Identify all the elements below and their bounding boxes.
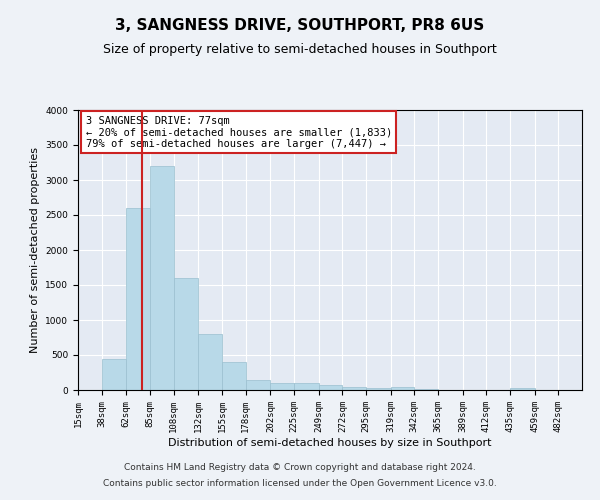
Bar — [343, 386, 366, 390]
Bar — [415, 388, 438, 390]
Bar — [510, 388, 535, 390]
Bar — [222, 362, 245, 390]
Bar — [319, 385, 343, 390]
Text: Size of property relative to semi-detached houses in Southport: Size of property relative to semi-detach… — [103, 42, 497, 56]
Bar — [245, 380, 271, 390]
Bar — [294, 383, 319, 390]
Bar — [366, 388, 391, 390]
Y-axis label: Number of semi-detached properties: Number of semi-detached properties — [30, 147, 40, 353]
Text: 3, SANGNESS DRIVE, SOUTHPORT, PR8 6US: 3, SANGNESS DRIVE, SOUTHPORT, PR8 6US — [115, 18, 485, 32]
Bar — [391, 386, 415, 390]
Bar — [127, 208, 150, 390]
Bar — [271, 383, 294, 390]
Text: 3 SANGNESS DRIVE: 77sqm
← 20% of semi-detached houses are smaller (1,833)
79% of: 3 SANGNESS DRIVE: 77sqm ← 20% of semi-de… — [86, 116, 392, 149]
X-axis label: Distribution of semi-detached houses by size in Southport: Distribution of semi-detached houses by … — [168, 438, 492, 448]
Bar — [199, 334, 222, 390]
Text: Contains HM Land Registry data © Crown copyright and database right 2024.: Contains HM Land Registry data © Crown c… — [124, 464, 476, 472]
Text: Contains public sector information licensed under the Open Government Licence v3: Contains public sector information licen… — [103, 478, 497, 488]
Bar — [101, 358, 127, 390]
Bar — [150, 166, 173, 390]
Bar — [173, 278, 199, 390]
